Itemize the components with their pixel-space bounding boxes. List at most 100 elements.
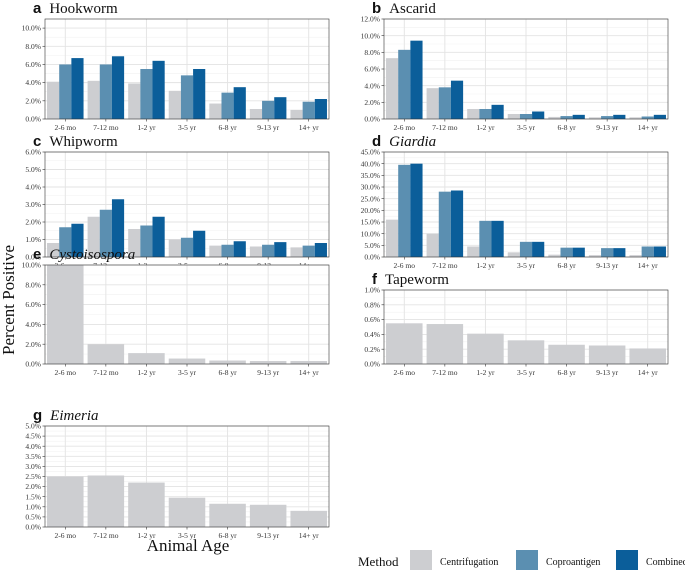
x-axis-title: Animal Age (147, 536, 230, 555)
bar-centrifugation-7-12-mo (426, 324, 464, 364)
bar-centrifugation-2-6-mo (47, 81, 60, 119)
legend-swatch-combined (616, 550, 638, 570)
y-tick-label: 2.0% (25, 482, 41, 491)
bar-coproantigen-3-5-yr (519, 241, 533, 257)
y-tick-label: 0.0% (25, 360, 41, 369)
bar-centrifugation-1-2-yr (467, 246, 480, 257)
x-tick-label: 3-5 yr (178, 368, 197, 377)
y-tick-label: 8.0% (25, 280, 41, 289)
bar-centrifugation-2-6-mo (386, 323, 423, 364)
bar-centrifugation-14-yr (290, 361, 327, 364)
bar-centrifugation-6-8-yr (209, 503, 246, 527)
x-tick-label: 14+ yr (299, 531, 319, 540)
bar-combined-6-8-yr (233, 87, 246, 119)
bar-centrifugation-14-yr (290, 109, 303, 119)
x-tick-label: 14+ yr (299, 368, 319, 377)
y-tick-label: 4.0% (25, 78, 41, 87)
panel-title: b Ascarid (372, 0, 436, 17)
y-tick-label: 10.0% (22, 261, 41, 270)
y-axis-title: Percent Positive (0, 245, 18, 355)
bar-combined-3-5-yr (532, 111, 545, 119)
bar-combined-3-5-yr (193, 69, 206, 119)
x-tick-label: 9-13 yr (596, 123, 618, 132)
x-tick-label: 2-6 mo (394, 368, 416, 377)
bar-centrifugation-3-5-yr (168, 239, 181, 257)
panel-letter: a (33, 0, 42, 17)
bar-combined-2-6-mo (71, 223, 84, 257)
y-tick-label: 0.0% (364, 253, 380, 262)
bar-centrifugation-3-5-yr (168, 497, 206, 527)
bar-coproantigen-1-2-yr (140, 225, 153, 257)
bar-combined-1-2-yr (152, 216, 165, 257)
panel-c: 0.0%1.0%2.0%3.0%4.0%5.0%6.0%2-6 mo7-12 m… (25, 133, 330, 270)
x-tick-label: 14+ yr (638, 261, 658, 270)
y-tick-label: 30.0% (361, 183, 380, 192)
x-tick-label: 9-13 yr (596, 261, 618, 270)
y-tick-label: 25.0% (361, 194, 380, 203)
legend: Method Centrifugation Coproantigen Combi… (358, 550, 685, 570)
x-tick-label: 14+ yr (638, 368, 658, 377)
bar-coproantigen-3-5-yr (519, 114, 533, 119)
y-tick-label: 2.0% (25, 218, 41, 227)
bar-coproantigen-9-13-yr (601, 248, 614, 257)
y-tick-label: 0.0% (364, 115, 380, 124)
panel-name: Eimeria (49, 408, 98, 424)
y-tick-label: 0.0% (25, 115, 41, 124)
panel-name: Whipworm (49, 134, 118, 150)
y-tick-label: 4.0% (25, 183, 41, 192)
y-tick-label: 4.0% (25, 442, 41, 451)
bar-centrifugation-9-13-yr (249, 109, 263, 119)
x-tick-label: 1-2 yr (137, 531, 156, 540)
legend-label-coproantigen: Coproantigen (546, 557, 600, 568)
x-tick-label: 3-5 yr (517, 368, 536, 377)
x-tick-label: 9-13 yr (257, 123, 279, 132)
x-tick-label: 7-12 mo (432, 261, 457, 270)
panel-title: f Tapeworm (372, 271, 449, 288)
y-tick-label: 0.0% (25, 523, 41, 532)
y-tick-label: 10.0% (361, 31, 380, 40)
x-tick-label: 7-12 mo (432, 368, 457, 377)
bar-coproantigen-6-8-yr (221, 92, 234, 119)
bar-centrifugation-7-12-mo (426, 233, 439, 257)
x-tick-label: 1-2 yr (137, 368, 156, 377)
bar-centrifugation-14-yr (629, 348, 666, 364)
bar-centrifugation-1-2-yr (467, 109, 480, 119)
x-tick-label: 6-8 yr (558, 368, 577, 377)
x-tick-label: 1-2 yr (476, 368, 495, 377)
bar-combined-9-13-yr (274, 242, 287, 257)
panel-e: 0.0% 2.0% 4.0% 6.0% 8.0% 10.0% 2-6 mo 7-12 mo 1-… (22, 246, 330, 377)
y-tick-label: 2.0% (25, 96, 41, 105)
bar-centrifugation-3-5-yr (507, 114, 520, 119)
x-tick-label: 14+ yr (299, 123, 319, 132)
y-tick-label: 1.0% (25, 235, 41, 244)
bar-centrifugation-2-6-mo (386, 219, 399, 257)
y-tick-label: 20.0% (361, 206, 380, 215)
bar-combined-2-6-mo (410, 163, 423, 257)
bar-centrifugation-1-2-yr (128, 83, 141, 119)
panel-b: 0.0% 2.0% 4.0% 6.0% 8.0% 10.0% 12.0% 2-6 mo 7-12… (361, 0, 669, 132)
bar-combined-3-5-yr (193, 230, 206, 257)
bar-coproantigen-6-8-yr (221, 244, 234, 257)
panel-name: Hookworm (49, 1, 118, 17)
bar-combined-14-yr (653, 114, 666, 119)
bar-centrifugation-2-6-mo (47, 243, 60, 257)
bar-centrifugation-3-5-yr (168, 358, 206, 364)
x-tick-label: 2-6 mo (394, 261, 416, 270)
y-tick-label: 2.0% (364, 98, 380, 107)
bar-centrifugation-14-yr (629, 255, 642, 257)
y-tick-label: 4.0% (364, 81, 380, 90)
bar-coproantigen-14-yr (641, 116, 654, 119)
x-tick-label: 3-5 yr (178, 123, 197, 132)
bar-combined-9-13-yr (613, 248, 626, 257)
bar-centrifugation-14-yr (290, 510, 327, 527)
y-tick-label: 45.0% (361, 148, 380, 157)
bar-centrifugation-6-8-yr (209, 103, 222, 119)
bar-centrifugation-14-yr (629, 117, 642, 119)
x-tick-label: 1-2 yr (476, 123, 495, 132)
bar-combined-1-2-yr (152, 60, 165, 119)
y-tick-label: 2.5% (25, 472, 41, 481)
y-tick-label: 6.0% (25, 60, 41, 69)
bar-combined-9-13-yr (613, 114, 626, 119)
panel-letter: e (33, 246, 41, 263)
